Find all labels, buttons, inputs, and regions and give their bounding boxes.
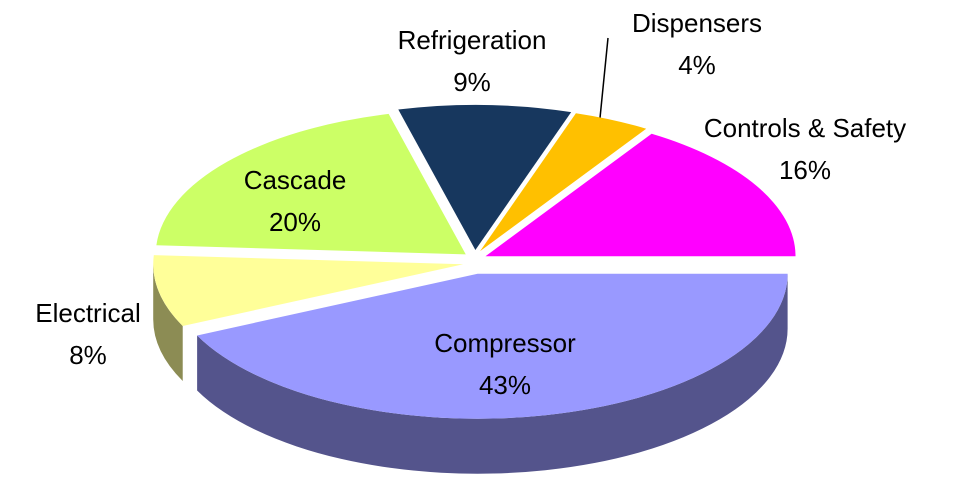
slice-value-label: 9%: [453, 67, 491, 97]
slice-side: [153, 264, 183, 381]
slice-label: Refrigeration: [398, 25, 547, 55]
slice: [480, 113, 647, 252]
slice-label: Compressor: [434, 328, 576, 358]
pie: [153, 105, 796, 474]
slice-label: Electrical: [35, 298, 140, 328]
slice-value-label: 8%: [69, 340, 107, 370]
leader-line: [599, 37, 609, 119]
slice-label: Dispensers: [632, 8, 762, 38]
slice: [485, 133, 796, 257]
slice-label: Controls & Safety: [704, 113, 906, 143]
slice: [156, 113, 466, 255]
slice-label: Cascade: [244, 165, 347, 195]
slice-value-label: 43%: [479, 370, 531, 400]
slice: [153, 255, 464, 326]
slice-value-label: 4%: [678, 50, 716, 80]
slice: [197, 273, 788, 419]
slice-side: [197, 273, 788, 474]
slice-value-label: 20%: [269, 207, 321, 237]
slice: [398, 105, 572, 251]
slice-value-label: 16%: [779, 155, 831, 185]
